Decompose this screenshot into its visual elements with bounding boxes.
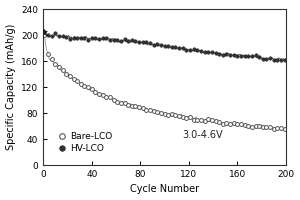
Legend: Bare-LCO, HV-LCO: Bare-LCO, HV-LCO <box>55 130 115 156</box>
Text: 3.0-4.6V: 3.0-4.6V <box>183 130 224 140</box>
Y-axis label: Specific Capacity (mAh/g): Specific Capacity (mAh/g) <box>6 24 16 150</box>
X-axis label: Cycle Number: Cycle Number <box>130 184 199 194</box>
